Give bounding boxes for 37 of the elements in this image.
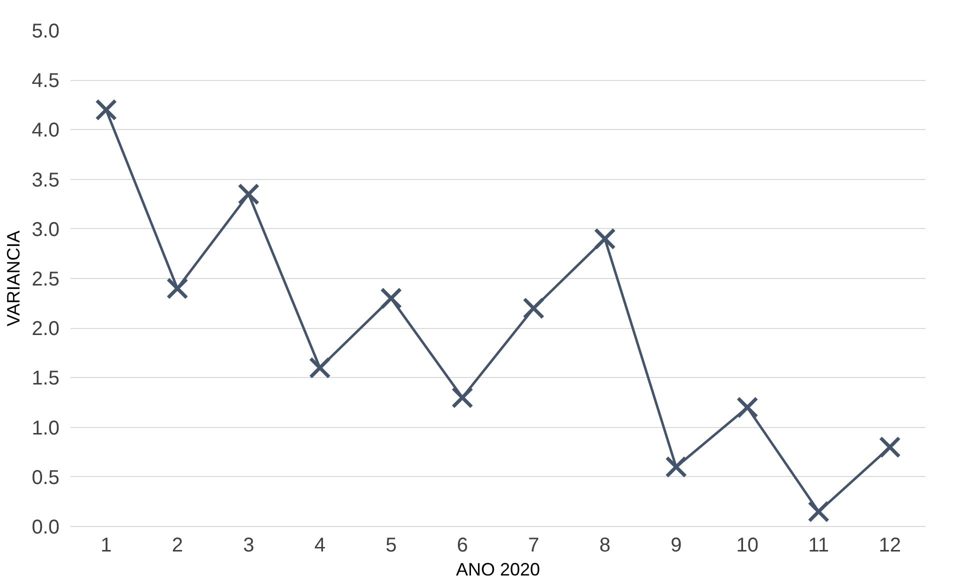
x-axis-title: ANO 2020: [456, 560, 540, 580]
point: [736, 396, 758, 418]
point: [594, 228, 616, 250]
x-tick-label: 10: [736, 534, 758, 556]
x-tick-label: 9: [670, 534, 682, 556]
y-tick-label: 5.0: [32, 20, 60, 42]
y-tick-label: 3.5: [32, 169, 60, 192]
point: [665, 456, 688, 478]
y-tick-label: 3.0: [32, 218, 60, 241]
x-tick-label: 7: [528, 534, 540, 556]
point: [238, 183, 260, 206]
point: [166, 277, 188, 300]
x-tick-label: 11: [808, 534, 830, 556]
y-tick-label: 2.0: [32, 318, 60, 340]
x-tick-label: 2: [172, 534, 183, 556]
point: [451, 386, 474, 408]
point: [95, 98, 118, 121]
point: [308, 356, 331, 379]
point: [522, 297, 545, 320]
x-tick-label: 5: [386, 534, 397, 556]
x-tick-label: 1: [100, 534, 112, 556]
y-tick-label: 2.5: [32, 268, 60, 290]
x-tick-label: 8: [599, 534, 610, 556]
y-tick-label: 0.5: [32, 466, 60, 489]
y-tick-label: 0.0: [32, 516, 60, 538]
y-tick-label: 4.0: [32, 120, 60, 142]
point: [808, 500, 830, 523]
y-tick-label: 1.0: [32, 417, 60, 440]
x-tick-label: 3: [243, 534, 254, 556]
point: [380, 287, 402, 310]
y-tick-label: 4.5: [32, 70, 60, 92]
point: [878, 436, 901, 458]
x-tick-label: 4: [314, 534, 326, 556]
y-axis-title: VARIANCIA: [4, 230, 24, 326]
y-tick-label: 1.5: [32, 368, 60, 390]
x-tick-label: 12: [878, 534, 901, 556]
x-tick-label: 6: [456, 534, 468, 556]
